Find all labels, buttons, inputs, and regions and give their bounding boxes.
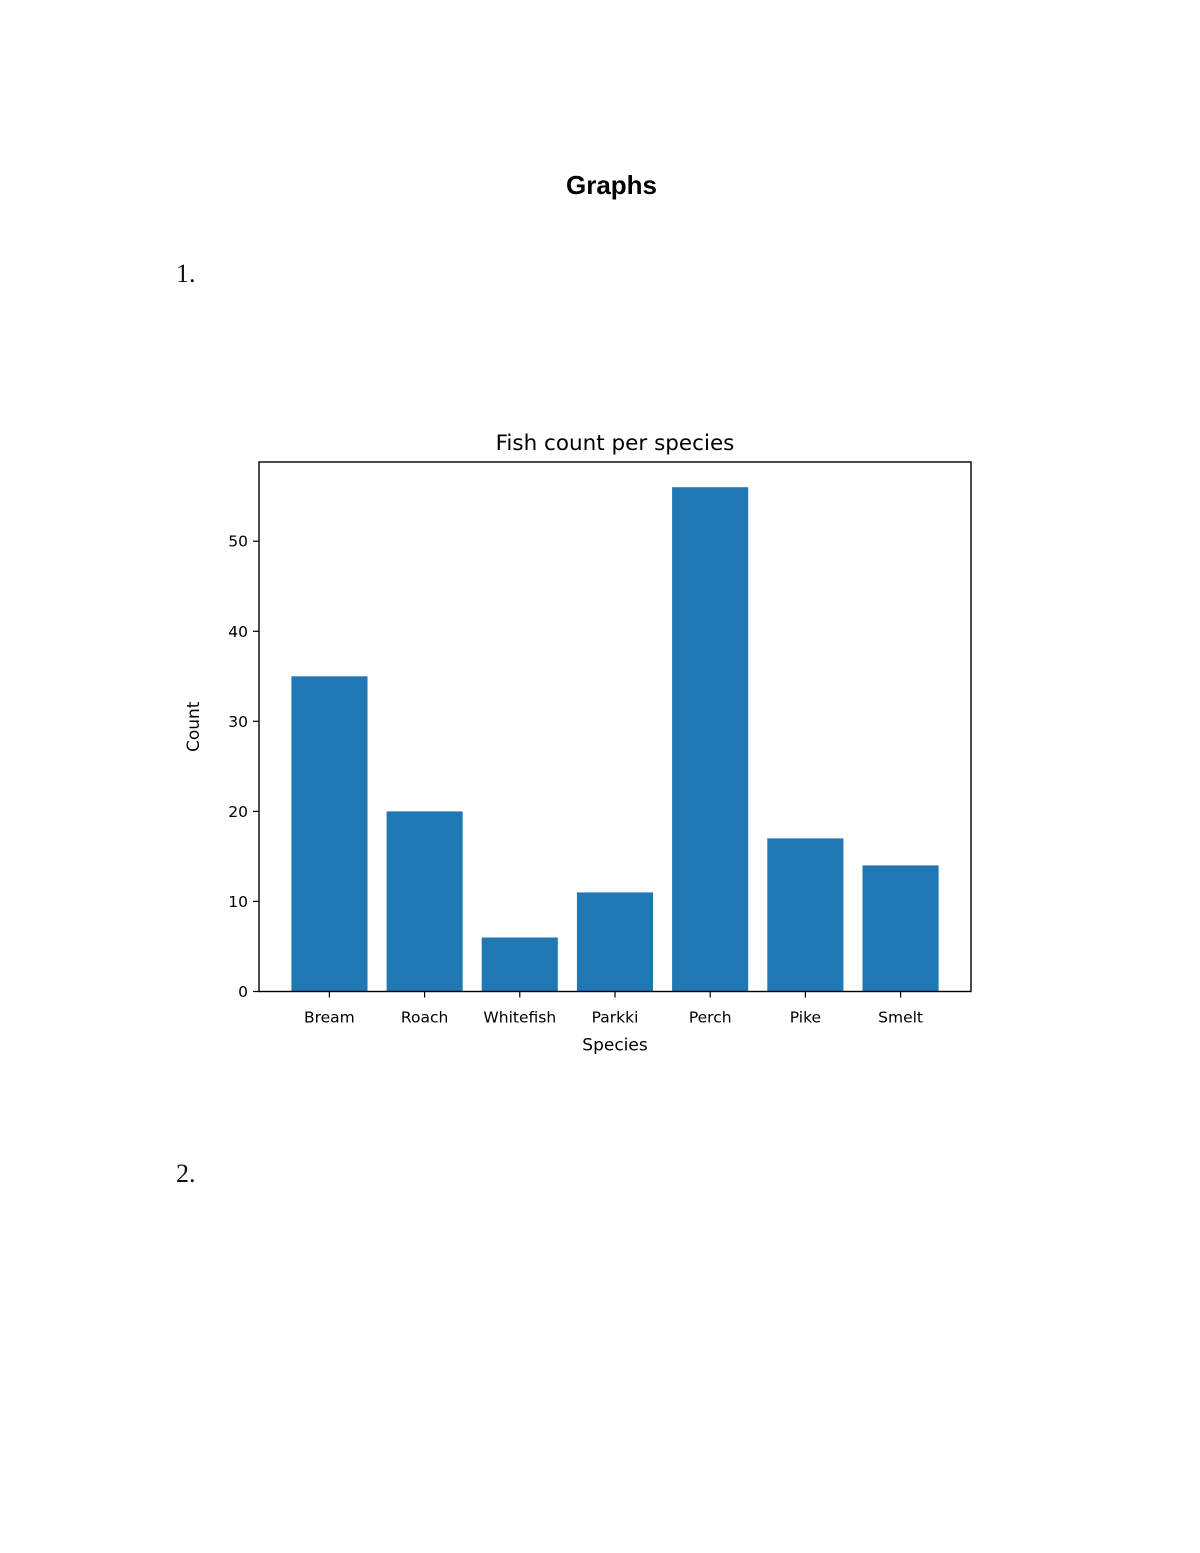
y-tick-label-20: 20 <box>228 803 248 821</box>
fish-count-bar-chart: Bream Roach Whitefish Parkki Perch Pike Smelt 0… <box>180 418 980 1068</box>
bar-bream <box>291 676 368 992</box>
bar-pike <box>767 838 844 992</box>
y-tick-label-10: 10 <box>228 893 248 911</box>
x-tick-label-bream: Bream <box>304 1009 355 1027</box>
x-tick-label-parkki: Parkki <box>592 1009 639 1027</box>
page-title: Graphs <box>565 170 658 200</box>
y-tick-label-0: 0 <box>238 983 248 1001</box>
x-tick-label-whitefish: Whitefish <box>483 1009 556 1027</box>
bar-parkki <box>576 892 653 992</box>
bar-perch <box>672 487 749 992</box>
y-tick-label-50: 50 <box>228 533 248 551</box>
x-tick-label-roach: Roach <box>401 1009 448 1027</box>
chart-title: Fish count per species <box>496 431 735 456</box>
fish-count-chart-svg: Bream Roach Whitefish Parkki Perch Pike Smelt 0… <box>184 431 972 1056</box>
y-tick-label-30: 30 <box>228 713 248 731</box>
bar-smelt <box>862 865 939 992</box>
bar-whitefish <box>481 937 558 992</box>
x-axis-label: Species <box>582 1036 648 1056</box>
bar-roach <box>386 811 463 992</box>
y-tick-label-40: 40 <box>228 623 248 641</box>
x-tick-label-perch: Perch <box>689 1009 732 1027</box>
plot-border <box>258 461 972 993</box>
x-tick-label-pike: Pike <box>790 1009 821 1027</box>
list-item-1-marker: 1. <box>176 259 196 288</box>
x-tick-label-smelt: Smelt <box>878 1009 923 1027</box>
list-item-2-marker: 2. <box>176 1159 196 1188</box>
y-axis-label: Count <box>184 701 204 752</box>
